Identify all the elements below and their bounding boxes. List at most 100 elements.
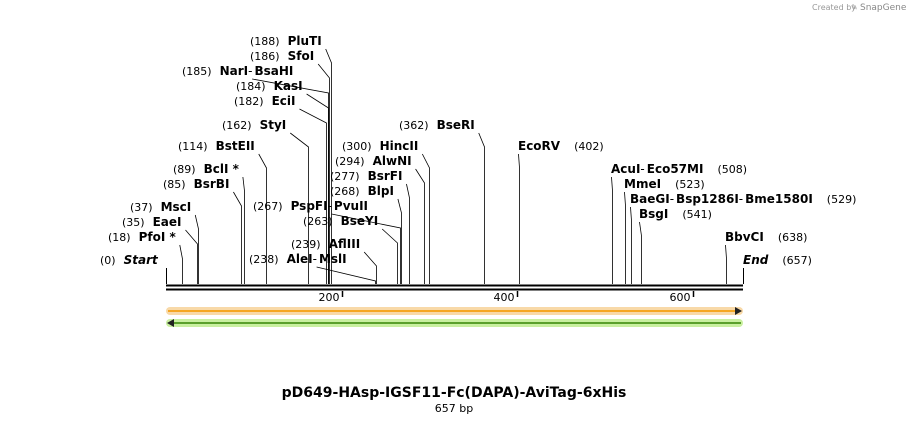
site-separator: - — [313, 252, 317, 266]
site-position: (0) — [100, 254, 116, 267]
site-leader — [325, 48, 332, 284]
feature-arrows — [166, 307, 743, 327]
site-leader — [639, 221, 642, 284]
site-styi[interactable]: (162) StyI — [222, 118, 286, 132]
site-leader — [299, 108, 327, 284]
site-enzyme-name: BstEII — [216, 139, 255, 153]
site-leader — [331, 213, 401, 284]
site-kasi[interactable]: (184) KasI — [236, 79, 303, 93]
site-leader — [290, 132, 309, 284]
site-leader — [363, 251, 377, 284]
site-separator: - — [670, 192, 674, 206]
site-position: (35) — [122, 216, 145, 229]
site-sfoi[interactable]: (186) SfoI — [250, 49, 314, 63]
site-position: (18) — [108, 231, 131, 244]
site-ecii[interactable]: (182) EciI — [234, 94, 295, 108]
reverse-feature-arrow[interactable] — [166, 319, 743, 327]
site-enzyme-name: BclI * — [204, 162, 240, 176]
site-baegi[interactable]: BaeGI - Bsp1286I - Bme1580I (529) — [630, 192, 856, 206]
site-leader — [518, 153, 520, 284]
site-bcli[interactable]: (89) BclI * — [173, 162, 240, 176]
site-bsgi[interactable]: BsgI (541) — [639, 207, 712, 221]
site-enzyme-name: BsrFI — [368, 169, 403, 183]
site-eaei[interactable]: (35) EaeI — [122, 215, 182, 229]
site-enzyme-name: PvuII — [334, 199, 368, 213]
site-position: (188) — [250, 35, 280, 48]
site-enzyme-name: EciI — [272, 94, 296, 108]
site-position: (541) — [682, 208, 712, 221]
ruler-tick-label: 400 — [494, 291, 515, 304]
site-position: (239) — [291, 238, 321, 251]
site-enzyme-name: Bsp1286I — [676, 192, 739, 206]
site-enzyme-name: SfoI — [288, 49, 315, 63]
site-enzyme-name: NarI — [220, 64, 249, 78]
site-enzyme-name: PspFI — [291, 199, 328, 213]
site-leader — [317, 63, 330, 284]
snapgene-credit: Created by ✎ SnapGene — [812, 3, 907, 13]
site-separator: - — [248, 64, 252, 78]
credit-prefix: Created by — [812, 3, 856, 12]
site-enzyme-name: MscI — [161, 200, 192, 214]
site-bbvci[interactable]: BbvCI (638) — [725, 230, 807, 244]
site-enzyme-name: Eco57MI — [647, 162, 704, 176]
site-hincii[interactable]: (300) HincII — [342, 139, 418, 153]
site-pspfi[interactable]: (267) PspFI - PvuII — [253, 199, 368, 213]
site-bsrfi[interactable]: (277) BsrFI — [330, 169, 402, 183]
site-separator: - — [640, 162, 644, 176]
site-leader — [233, 191, 242, 284]
site-enzyme-name: AcuI — [611, 162, 640, 176]
site-bseyi[interactable]: (263) BseYI — [303, 214, 378, 228]
site-alei[interactable]: (238) AleI - MslI — [249, 252, 347, 266]
site-position: (37) — [130, 201, 153, 214]
snapgene-logo-icon: ✎ — [851, 3, 858, 12]
site-leader — [179, 244, 183, 284]
site-bsrbi[interactable]: (85) BsrBI — [163, 177, 229, 191]
site-enzyme-name: PluTI — [288, 34, 322, 48]
site-afliii[interactable]: (239) AflIII — [291, 237, 360, 251]
site-alwni[interactable]: (294) AlwNI — [335, 154, 412, 168]
site-position: (402) — [574, 140, 604, 153]
site-leader — [415, 168, 425, 284]
site-position: (294) — [335, 155, 365, 168]
site-bseri[interactable]: (362) BseRI — [399, 118, 475, 132]
site-position: (362) — [399, 119, 429, 132]
site-pfoi[interactable]: (18) PfoI * — [108, 230, 176, 244]
site-msci[interactable]: (37) MscI — [130, 200, 191, 214]
site-leader — [316, 266, 376, 284]
site-enzyme-name: AlwNI — [373, 154, 412, 168]
site-bsteii[interactable]: (114) BstEII — [178, 139, 255, 153]
site-enzyme-name: BseRI — [437, 118, 475, 132]
site-position: (89) — [173, 163, 196, 176]
site-enzyme-name: EcoRV — [518, 139, 561, 153]
site-enzyme-name: StyI — [260, 118, 287, 132]
site-end[interactable]: End (657) — [743, 253, 812, 267]
site-leader — [381, 228, 398, 284]
arrow-head-icon — [735, 307, 742, 315]
site-position: (267) — [253, 200, 283, 213]
site-start[interactable]: (0) Start — [100, 253, 159, 267]
site-acui[interactable]: AcuI - Eco57MI (508) — [611, 162, 747, 176]
site-blpi[interactable]: (268) BlpI — [330, 184, 394, 198]
ruler-tick-label: 200 — [319, 291, 340, 304]
site-enzyme-name: Bme1580I — [745, 192, 813, 206]
forward-feature-arrow[interactable] — [166, 307, 743, 315]
site-pluti[interactable]: (188) PluTI — [250, 34, 322, 48]
site-mmei[interactable]: MmeI (523) — [624, 177, 705, 191]
site-enzyme-name: Start — [124, 253, 159, 267]
site-enzyme-name: BsaHI — [254, 64, 293, 78]
site-enzyme-name: BsgI — [639, 207, 668, 221]
map-length: 657 bp — [435, 402, 473, 415]
site-separator: - — [328, 199, 332, 213]
site-leader — [611, 176, 613, 284]
site-leader — [421, 153, 430, 284]
site-position: (238) — [249, 253, 279, 266]
site-enzyme-name: BsrBI — [194, 177, 230, 191]
site-position: (268) — [330, 185, 360, 198]
site-leader — [630, 206, 632, 284]
site-leader — [725, 244, 727, 284]
site-ecorv[interactable]: EcoRV (402) — [518, 139, 604, 153]
site-nari[interactable]: (185) NarI - BsaHI — [182, 64, 293, 78]
site-enzyme-name: AleI — [287, 252, 313, 266]
